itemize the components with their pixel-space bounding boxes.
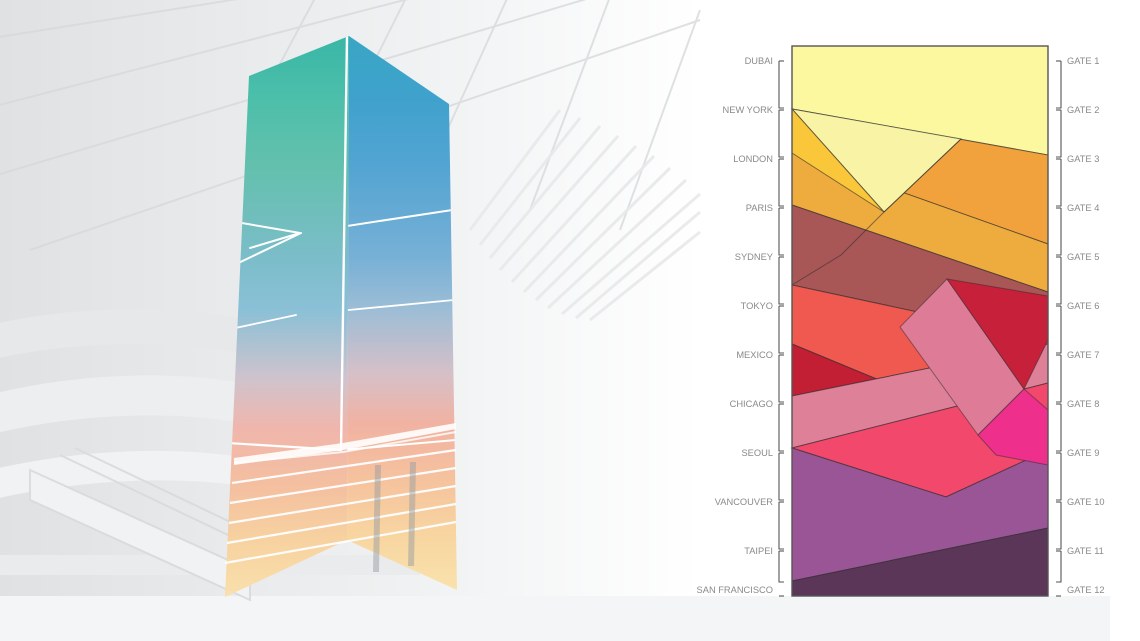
svg-text:CHICAGO: CHICAGO xyxy=(730,399,773,409)
svg-text:PARIS: PARIS xyxy=(746,203,773,213)
svg-text:GATE 7: GATE 7 xyxy=(1067,350,1099,360)
svg-text:LONDON: LONDON xyxy=(733,154,773,164)
svg-text:SAN FRANCISCO: SAN FRANCISCO xyxy=(697,585,773,595)
svg-text:GATE 8: GATE 8 xyxy=(1067,399,1099,409)
svg-text:GATE 3: GATE 3 xyxy=(1067,154,1099,164)
svg-text:TAIPEI: TAIPEI xyxy=(744,546,773,556)
svg-text:GATE 11: GATE 11 xyxy=(1067,546,1104,556)
svg-text:DUBAI: DUBAI xyxy=(745,56,773,66)
svg-text:GATE 4: GATE 4 xyxy=(1067,203,1099,213)
svg-text:MEXICO: MEXICO xyxy=(736,350,773,360)
svg-text:SEOUL: SEOUL xyxy=(741,448,773,458)
svg-text:GATE 10: GATE 10 xyxy=(1067,497,1105,507)
svg-text:GATE 6: GATE 6 xyxy=(1067,301,1099,311)
svg-text:GATE 9: GATE 9 xyxy=(1067,448,1099,458)
svg-text:SYDNEY: SYDNEY xyxy=(735,252,773,262)
svg-text:GATE 1: GATE 1 xyxy=(1067,56,1099,66)
svg-text:TOKYO: TOKYO xyxy=(741,301,773,311)
svg-text:GATE 12: GATE 12 xyxy=(1067,585,1105,595)
svg-text:VANCOUVER: VANCOUVER xyxy=(715,497,773,507)
svg-text:NEW YORK: NEW YORK xyxy=(723,105,774,115)
svg-text:GATE 2: GATE 2 xyxy=(1067,105,1099,115)
svg-text:GATE 5: GATE 5 xyxy=(1067,252,1099,262)
